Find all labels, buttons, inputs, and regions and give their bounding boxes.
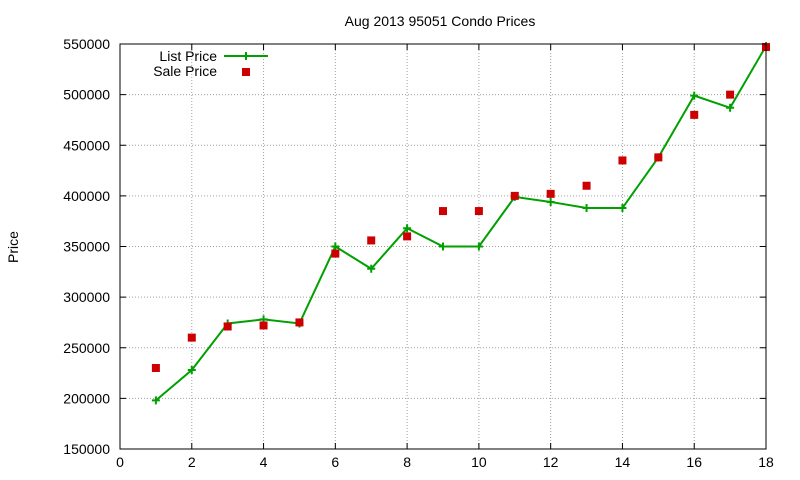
x-tick-label: 14: [615, 454, 631, 470]
y-tick-label: 400000: [63, 188, 110, 204]
list-price-point: [151, 396, 160, 405]
list-price-point: [582, 204, 591, 213]
list-price-point: [546, 197, 555, 206]
legend-label-sale-price: Sale Price: [153, 63, 217, 79]
x-tick-label: 16: [686, 454, 702, 470]
x-tick-label: 10: [471, 454, 487, 470]
list-price-point: [474, 242, 483, 251]
series-list-price: [151, 42, 770, 405]
sale-price-point: [151, 364, 160, 372]
sale-price-point: [187, 333, 196, 342]
sale-price-point: [546, 189, 555, 198]
y-tick-label: 350000: [63, 239, 110, 255]
x-tick-label: 6: [331, 454, 339, 470]
x-tick-label: 12: [543, 454, 559, 470]
y-tick-label: 450000: [63, 137, 110, 153]
x-tick-label: 8: [403, 454, 411, 470]
y-tick-label: 300000: [63, 289, 110, 305]
x-tick-label: 0: [116, 454, 124, 470]
list-price-point: [439, 242, 447, 251]
sale-price-point: [259, 321, 268, 330]
x-tick-label: 2: [188, 454, 196, 470]
series-sale-price: [151, 43, 770, 372]
sale-price-point: [403, 232, 412, 241]
plot-frame: [119, 43, 767, 450]
list-price-point: [331, 242, 340, 251]
sale-price-point: [295, 318, 304, 327]
sale-price-point: [726, 90, 735, 99]
sale-price-point: [331, 249, 340, 258]
sale-price-point: [474, 207, 483, 216]
sale-price-point: [654, 153, 663, 162]
sale-price-point: [690, 110, 699, 119]
list-price-point: [690, 91, 699, 100]
list-price-point: [726, 103, 735, 112]
sale-price-point: [367, 236, 376, 245]
legend: List Price Sale Price: [153, 48, 268, 79]
y-tick-label: 200000: [63, 390, 110, 406]
x-tick-label: 18: [758, 454, 774, 470]
sale-price-point: [510, 191, 519, 200]
list-price-line: [155, 45, 767, 402]
sale-price-point: [582, 181, 591, 190]
series: [151, 42, 770, 405]
y-tick-label: 550000: [63, 36, 110, 52]
list-price-point: [618, 204, 627, 213]
legend-marker-list-price: [242, 52, 250, 60]
sale-price-point: [439, 207, 447, 216]
sale-price-point: [618, 156, 627, 165]
sale-price-point: [223, 322, 232, 331]
y-tick-label: 250000: [63, 340, 110, 356]
x-tick-label: 4: [260, 454, 268, 470]
list-price-point: [403, 224, 412, 233]
y-tick-label: 500000: [63, 87, 110, 103]
chart-title: Aug 2013 95051 Condo Prices: [345, 13, 536, 29]
ticks: 0 2 4 6 8 10 12 14 16 18 150000 200000 250000 300000 3…: [63, 36, 774, 470]
y-tick-label: 150000: [63, 441, 110, 457]
list-price-point: [187, 366, 196, 375]
list-price-point: [367, 264, 376, 273]
legend-marker-sale-price: [242, 68, 250, 76]
legend-label-list-price: List Price: [159, 48, 217, 64]
y-axis-label: Price: [5, 231, 21, 263]
